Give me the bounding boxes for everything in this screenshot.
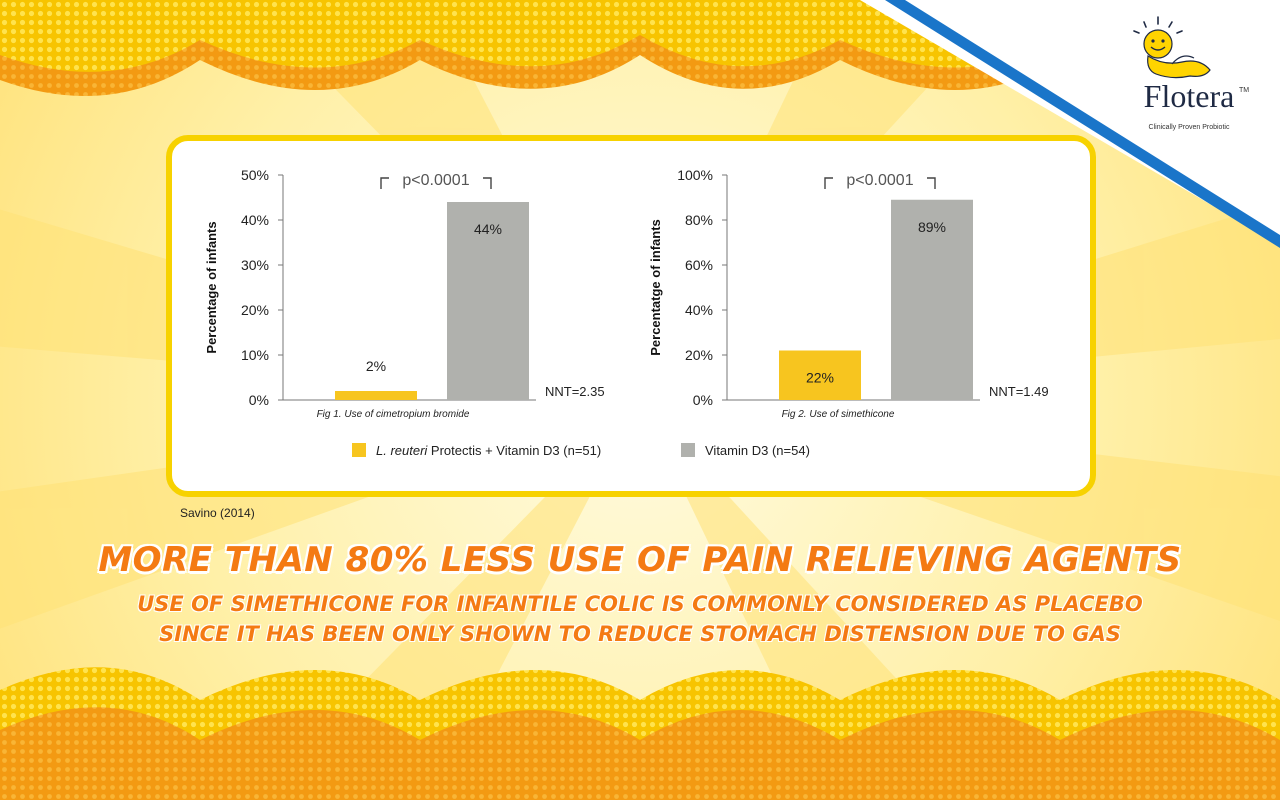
y-tick-label: 0% (249, 392, 269, 408)
legend-item-l-reuteri: L. reuteri Protectis + Vitamin D3 (n=51) (352, 441, 601, 459)
chart-svg: 0% 10% 20% 30% 40% 50% Percentage of infants 2%… (204, 167, 605, 420)
y-tick-label: 50% (241, 167, 269, 183)
chart-cimetropium: 0% 10% 20% 30% 40% 50% Percentage of infants 2%… (196, 160, 636, 430)
nnt-label: NNT=1.49 (989, 384, 1049, 399)
y-tick-label: 10% (241, 347, 269, 363)
bar (891, 199, 973, 400)
bar-value-label: 22% (806, 370, 834, 386)
y-tick-label: 80% (685, 212, 713, 228)
flotera-logo (1133, 16, 1211, 79)
significance-bracket (824, 177, 936, 189)
chart-simethicone: 0% 20% 40% 60% 80% 100% Percentatge of infants… (640, 160, 1080, 430)
trademark: TM (1239, 87, 1250, 94)
bar-value-label: 44% (474, 221, 502, 237)
legend-label: L. reuteri Protectis + Vitamin D3 (n=51) (376, 442, 602, 458)
y-tick-label: 100% (677, 167, 713, 183)
significance-label: p<0.0001 (402, 172, 469, 189)
y-tick-label: 20% (685, 347, 713, 363)
headline-subline-1: Use of simethicone for infantile colic i… (137, 592, 1143, 616)
legend-item-vitamin-d3: Vitamin D3 (n=54) (681, 441, 810, 459)
y-tick-label: 30% (241, 257, 269, 273)
bar-value-label: 2% (366, 358, 386, 374)
bottom-scallop-border (0, 667, 1280, 800)
legend-swatch-gray (681, 443, 695, 457)
bar (779, 350, 861, 400)
bar (447, 202, 529, 400)
figure-caption: Fig 1. Use of cimetropium bromide (317, 409, 470, 420)
bar-value-label: 89% (918, 219, 946, 235)
y-tick-label: 0% (693, 392, 713, 408)
y-axis-label: Percentage of infants (204, 221, 219, 353)
y-tick-label: 60% (685, 257, 713, 273)
headline-main: More than 80% less use of pain relieving… (98, 540, 1182, 580)
y-axis-label: Percentatge of infants (648, 219, 663, 356)
y-tick-label: 40% (241, 212, 269, 228)
brand-tagline: Clinically Proven Probiotic (1148, 124, 1230, 131)
legend-label: Vitamin D3 (n=54) (705, 442, 810, 458)
headline-subline-2: since it has been only shown to reduce s… (159, 622, 1121, 646)
nnt-label: NNT=2.35 (545, 384, 605, 399)
figure-caption: Fig 2. Use of simethicone (782, 409, 895, 420)
y-tick-label: 20% (241, 302, 269, 318)
significance-label: p<0.0001 (846, 172, 913, 189)
sun-mascot-icon (1133, 16, 1211, 79)
legend-swatch-yellow (352, 443, 366, 457)
significance-bracket (380, 177, 492, 189)
y-tick-label: 40% (685, 302, 713, 318)
brand-name: Flotera (1143, 78, 1235, 114)
chart-svg: 0% 20% 40% 60% 80% 100% Percentatge of infants… (648, 167, 1049, 420)
source-citation: Savino (2014) (180, 506, 255, 520)
bar (335, 391, 417, 400)
